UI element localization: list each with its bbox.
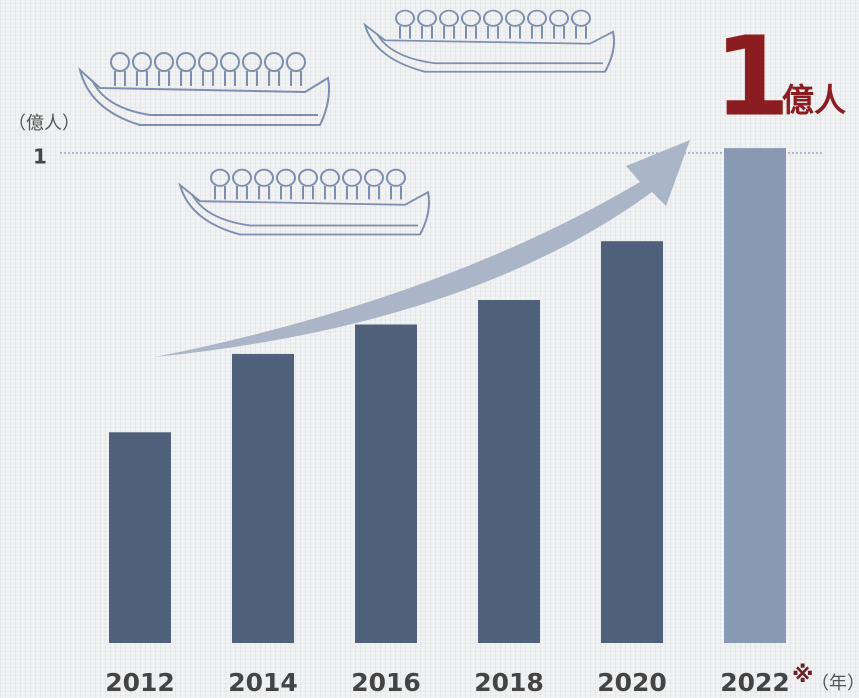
x-tick-label: 2016 bbox=[351, 668, 421, 697]
x-tick-label: 2018 bbox=[474, 668, 544, 697]
bar bbox=[724, 148, 786, 643]
x-tick-label: 2014 bbox=[228, 668, 298, 697]
annotation-number: 1 bbox=[714, 12, 791, 140]
ship-icon bbox=[364, 9, 615, 73]
x-axis-label: （年） bbox=[811, 673, 859, 694]
x-tick-label: 2022 bbox=[720, 668, 790, 697]
bar bbox=[355, 324, 417, 643]
bar bbox=[232, 353, 294, 643]
annotation-unit: 億人 bbox=[782, 81, 846, 119]
bar bbox=[109, 432, 171, 643]
y-tick-label: 1 bbox=[33, 145, 47, 169]
note-mark: ※ bbox=[792, 663, 813, 688]
y-axis-label: （億人） bbox=[8, 113, 80, 134]
ship-icon bbox=[79, 52, 330, 126]
x-tick-label: 2012 bbox=[105, 668, 175, 697]
ship-icon bbox=[179, 168, 430, 236]
bar bbox=[601, 241, 663, 643]
x-tick-label: 2020 bbox=[597, 668, 667, 697]
bar bbox=[478, 300, 540, 643]
